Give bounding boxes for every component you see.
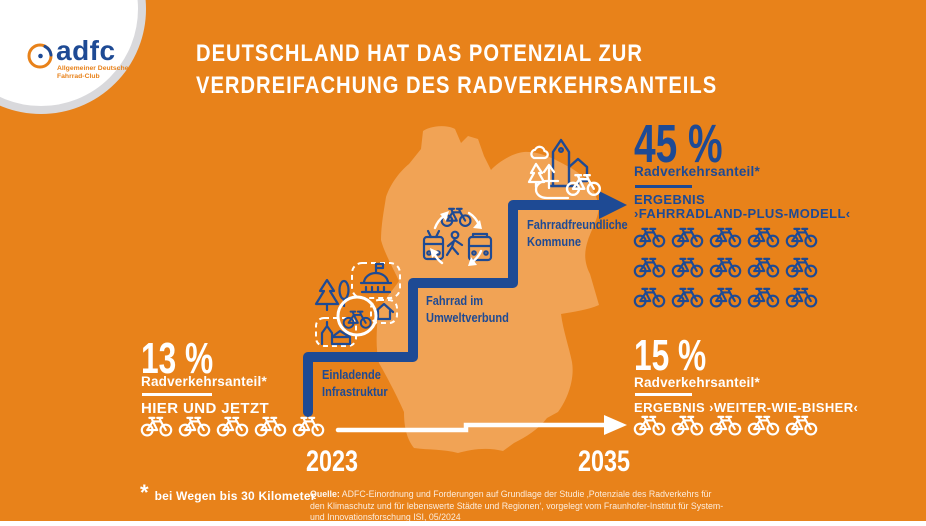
- fir-tree-icon: [314, 278, 340, 312]
- footnote-text: bei Wegen bis 30 Kilometer: [154, 489, 316, 503]
- bike-icon: [671, 257, 704, 278]
- bike-icon: [671, 227, 704, 248]
- stairs-arrowhead: [599, 191, 627, 219]
- source-prefix: Quelle:: [310, 489, 340, 499]
- bike-circle-icon: [336, 295, 378, 337]
- bike-icon: [140, 416, 173, 437]
- house-frame: [370, 299, 398, 324]
- stat-bau-value: 15 %: [634, 331, 707, 380]
- stat-plus-divider: [635, 185, 692, 188]
- town-hall-icon: [359, 262, 393, 294]
- step-label-infrastructure: Einladende Infrastruktur: [322, 367, 388, 399]
- bike-icon: [785, 227, 818, 248]
- stat-plus-scenario-line-1: ERGEBNIS: [634, 192, 706, 207]
- bike-icon: [671, 287, 704, 308]
- bike-icon: [709, 287, 742, 308]
- bike-icon: [254, 416, 287, 437]
- logo-subline-1: Allgemeiner Deutscher: [57, 65, 132, 72]
- adfc-ring-icon: [27, 43, 53, 69]
- bike-icon: [747, 227, 780, 248]
- house-icon: [373, 302, 395, 321]
- bike-icon: [671, 415, 704, 436]
- bike-icon: [633, 415, 666, 436]
- umweltverbund-icons: [422, 207, 493, 266]
- stat-now-label: Radverkehrsanteil*: [141, 374, 267, 389]
- church-icon: [320, 320, 352, 346]
- bike-icon: [633, 257, 666, 278]
- cloud-icon: [530, 145, 549, 160]
- bike-icon: [633, 227, 666, 248]
- bike-icon: [709, 227, 742, 248]
- stat-plus-label: Radverkehrsanteil*: [634, 164, 760, 179]
- bike-icon: [747, 257, 780, 278]
- bike-icon: [633, 287, 666, 308]
- bike-icon: [178, 416, 211, 437]
- title-line-1: DEUTSCHLAND HAT DAS POTENZIAL ZUR: [196, 40, 643, 67]
- church-frame: [315, 317, 357, 347]
- bike-icon: [785, 415, 818, 436]
- pedestrian-icon: [445, 230, 464, 257]
- bus-icon: [467, 232, 493, 262]
- bike-icon: [785, 257, 818, 278]
- step-label-kommune: Fahrradfreundliche Kommune: [527, 217, 628, 249]
- bike-icon: [292, 416, 325, 437]
- logo-brand: adfc: [56, 35, 116, 66]
- tram-icon: [422, 229, 445, 261]
- stat-plus-value: 45 %: [634, 114, 723, 174]
- road-icon: [534, 179, 570, 200]
- stat-now-value: 13 %: [141, 334, 214, 383]
- growth-stairs: [303, 191, 627, 417]
- timeline-end-year: 2035: [578, 445, 631, 478]
- footnote: * bei Wegen bis 30 Kilometer: [140, 482, 316, 504]
- stat-now-scenario: HIER UND JETZT: [141, 400, 270, 417]
- timeline-arrow: [335, 415, 627, 435]
- bike-icon: [747, 415, 780, 436]
- stat-plus-scenario-line-2: ›FAHRRADLAND-PLUS-MODELL‹: [634, 206, 851, 221]
- stat-bau-scenario: ERGEBNIS ›WEITER-WIE-BISHER‹: [634, 400, 859, 415]
- stat-bau-divider: [635, 393, 692, 396]
- kommune-icons: [527, 138, 601, 200]
- source-note: Quelle: ADFC-Einordnung und Forderungen …: [310, 489, 725, 524]
- bike-icon: [216, 416, 249, 437]
- step-label-umweltverbund: Fahrrad im Umweltverbund: [426, 293, 509, 325]
- bike-icon: [747, 287, 780, 308]
- bike-icon: [785, 287, 818, 308]
- up-arrow-icon: [542, 163, 556, 190]
- bike-icon: [709, 415, 742, 436]
- stat-now-divider: [142, 393, 212, 396]
- bottom-edge: [0, 521, 926, 526]
- bike-icon: [342, 310, 372, 329]
- stat-bau-bike-pictogram: [633, 414, 818, 436]
- timeline-start-year: 2023: [306, 445, 359, 478]
- infrastructure-icons: [314, 262, 401, 347]
- stat-now-bike-pictogram: [140, 415, 325, 437]
- source-text: ADFC-Einordnung und Forderungen auf Grun…: [310, 489, 724, 522]
- footnote-asterisk: *: [140, 480, 149, 505]
- title-line-2: VERDREIFACHUNG DES RADVERKEHRSANTEILS: [196, 72, 718, 99]
- page-title: DEUTSCHLAND HAT DAS POTENZIAL ZUR VERDRE…: [196, 38, 717, 102]
- bike-icon: [709, 257, 742, 278]
- stat-bau-label: Radverkehrsanteil*: [634, 375, 760, 390]
- logo-subline-2: Fahrrad-Club: [57, 73, 100, 80]
- stat-plus-bike-pictogram: [633, 226, 821, 308]
